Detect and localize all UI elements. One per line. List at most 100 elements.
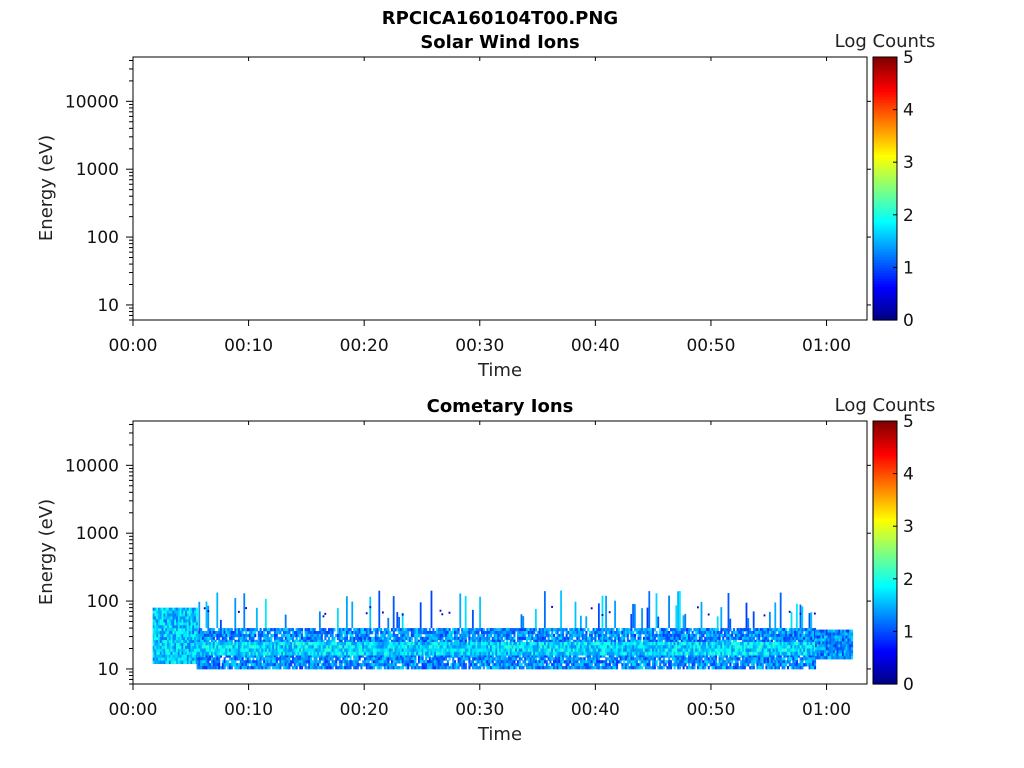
heatmap-cell [534, 654, 538, 658]
heatmap-cell [230, 666, 233, 670]
heatmap-cell [736, 660, 739, 664]
heatmap-cell [398, 639, 401, 644]
heatmap-cell [597, 633, 601, 638]
heatmap-cell [704, 654, 707, 658]
heatmap-cell [163, 607, 166, 611]
heatmap-cell [408, 660, 412, 664]
heatmap-cell [716, 633, 719, 638]
heatmap-cell [282, 628, 286, 632]
heatmap-cell [761, 636, 764, 641]
heatmap-cell [767, 660, 770, 664]
heatmap-cell [156, 648, 159, 653]
heatmap-cell [633, 628, 637, 632]
heatmap-cell [225, 660, 228, 664]
heatmap-cell [177, 637, 180, 641]
heatmap-cell [788, 628, 791, 632]
heatmap-cell [455, 654, 458, 658]
heatmap-cell [439, 639, 442, 644]
heatmap-cell [678, 636, 682, 641]
heatmap-cell [543, 654, 547, 658]
heatmap-cell [174, 645, 177, 650]
heatmap-cell [290, 654, 293, 658]
heatmap-cell [315, 657, 318, 661]
heatmap-cell [306, 631, 309, 635]
heatmap-cell [551, 628, 554, 632]
heatmap-cell [156, 622, 159, 626]
heatmap-cell [552, 657, 556, 661]
heatmap-cell [655, 639, 658, 644]
heatmap-cell [482, 639, 485, 644]
heatmap-cell [453, 631, 457, 635]
heatmap-cell [428, 654, 431, 658]
heatmap-cell [450, 639, 453, 644]
heatmap-cell [356, 657, 359, 661]
heatmap-cell [599, 628, 602, 632]
heatmap-cell [788, 631, 791, 635]
heatmap-cell [623, 666, 626, 670]
heatmap-cell [666, 636, 669, 641]
heatmap-cell [207, 660, 210, 664]
heatmap-cell [740, 654, 743, 658]
heatmap-cell [792, 628, 795, 632]
heatmap-cell [572, 631, 575, 635]
heatmap-cell [252, 654, 255, 658]
heatmap-cell [410, 631, 413, 635]
heatmap-cell [284, 666, 287, 670]
heatmap-cell [693, 633, 696, 638]
heatmap-cell [188, 642, 191, 647]
heatmap-cell [707, 628, 710, 632]
heatmap-cell [165, 634, 168, 638]
colorbar-segment [873, 301, 897, 305]
heatmap-cell [507, 660, 511, 664]
heatmap-cell [601, 666, 604, 670]
heatmap-cell [592, 654, 595, 658]
heatmap-cell [563, 666, 566, 670]
heatmap-cell [443, 628, 446, 632]
heatmap-cell [585, 660, 588, 664]
heatmap-cell [524, 628, 527, 632]
heatmap-cell [738, 631, 741, 635]
heatmap-cell [529, 654, 532, 658]
heatmap-cell [489, 628, 493, 632]
x-tick-label: 00:00 [109, 336, 158, 356]
heatmap-cell [776, 654, 779, 658]
heatmap-cell [754, 633, 757, 638]
heatmap-cell [551, 666, 554, 670]
heatmap-cell [259, 666, 262, 670]
heatmap-cell [497, 654, 500, 658]
heatmap-cell [700, 601, 703, 629]
heatmap-cell [624, 631, 628, 635]
heatmap-cell [308, 631, 311, 635]
heatmap-cell [560, 628, 563, 632]
heatmap-cell [167, 645, 170, 650]
heatmap-cell [711, 666, 714, 670]
colorbar-tick-label: 3 [903, 153, 914, 173]
heatmap-cell [158, 610, 161, 614]
heatmap-cell [209, 633, 212, 638]
heatmap-cell [186, 654, 189, 659]
heatmap-cell [808, 654, 811, 658]
heatmap-cell [774, 657, 777, 661]
heatmap-cell [374, 628, 377, 632]
heatmap-cell [786, 654, 790, 658]
heatmap-cell [623, 660, 626, 664]
heatmap-cell [207, 639, 210, 644]
heatmap-cell [774, 628, 777, 632]
heatmap-cell [497, 663, 500, 667]
heatmap-cell [317, 666, 320, 670]
heatmap-cell [309, 657, 313, 661]
heatmap-cell [185, 634, 188, 638]
heatmap-cell [455, 639, 458, 644]
heatmap-cell [768, 654, 772, 658]
heatmap-cell [437, 663, 440, 667]
heatmap-cell [594, 660, 597, 664]
heatmap-cell [183, 613, 186, 617]
heatmap-cell [216, 660, 219, 664]
heatmap-cell [464, 654, 467, 658]
heatmap-cell [540, 657, 543, 661]
heatmap-cell [223, 666, 226, 670]
heatmap-cell [430, 636, 433, 641]
heatmap-cell [727, 636, 730, 641]
heatmap-cell [302, 654, 305, 658]
heatmap-cell [788, 639, 791, 644]
